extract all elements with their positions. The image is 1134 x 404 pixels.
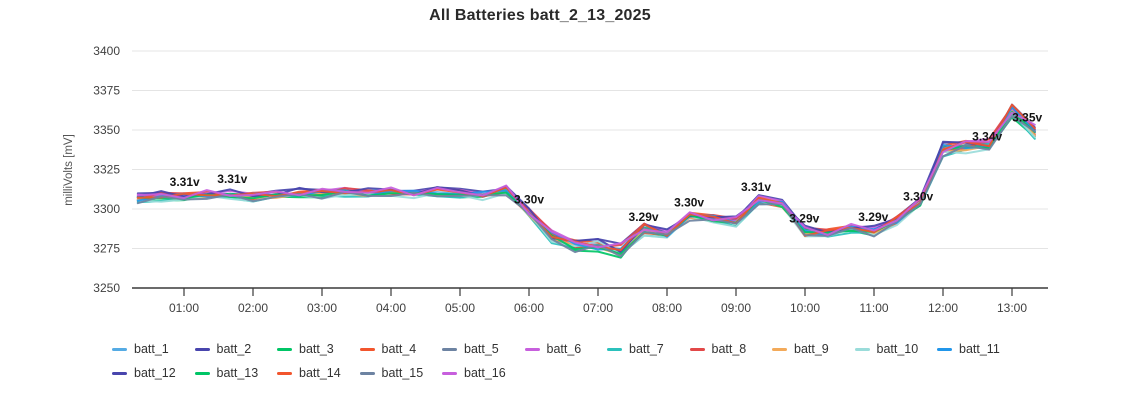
x-tick-label: 07:00 <box>583 301 613 315</box>
x-tick-label: 11:00 <box>859 301 888 315</box>
legend-label: batt_5 <box>464 342 499 356</box>
legend-swatch <box>194 371 210 375</box>
legend-label: batt_12 <box>134 366 176 380</box>
legend-swatch <box>607 347 622 351</box>
y-tick-label: 3350 <box>93 123 120 137</box>
legend-item-batt_5[interactable]: batt_5 <box>442 339 525 359</box>
legend-swatch <box>442 347 457 351</box>
legend-swatch <box>112 371 127 375</box>
legend-swatch <box>854 347 870 351</box>
value-annotation: 3.35v <box>1012 110 1042 124</box>
value-annotation: 3.31v <box>217 172 247 186</box>
y-tick-label: 3375 <box>93 84 120 98</box>
legend-swatch <box>524 347 540 351</box>
value-annotation: 3.30v <box>674 196 704 210</box>
series-line-batt_10 <box>136 111 1036 255</box>
y-tick-label: 3400 <box>93 44 120 58</box>
series-line-batt_11 <box>136 106 1036 251</box>
x-tick-label: 04:00 <box>376 301 406 315</box>
x-tick-label: 06:00 <box>514 301 544 315</box>
value-annotation: 3.34v <box>972 129 1002 143</box>
legend: batt_1 batt_2 batt_3 batt_4 batt_5 batt_6 batt… <box>112 339 1020 383</box>
legend-label: batt_11 <box>959 342 1000 356</box>
x-tick-label: 12:00 <box>928 301 958 315</box>
x-tick-label: 03:00 <box>307 301 337 315</box>
legend-swatch <box>277 371 292 375</box>
series-line-batt_4 <box>136 108 1036 254</box>
series-line-batt_13 <box>136 110 1036 255</box>
legend-label: batt_1 <box>134 342 169 356</box>
legend-item-batt_13[interactable]: batt_13 <box>194 363 278 383</box>
legend-swatch <box>194 347 210 351</box>
series-line-batt_12 <box>136 103 1036 254</box>
x-tick-label: 10:00 <box>790 301 820 315</box>
legend-item-batt_7[interactable]: batt_7 <box>607 339 690 359</box>
legend-swatch <box>772 347 787 351</box>
legend-label: batt_8 <box>711 342 747 356</box>
value-annotation: 3.31v <box>741 180 771 194</box>
legend-swatch <box>359 371 375 375</box>
x-tick-label: 09:00 <box>721 301 751 315</box>
legend-label: batt_16 <box>464 366 506 380</box>
legend-label: batt_15 <box>381 366 424 380</box>
legend-item-batt_3[interactable]: batt_3 <box>277 339 360 359</box>
x-tick-label: 08:00 <box>652 301 682 315</box>
legend-item-batt_2[interactable]: batt_2 <box>194 339 278 359</box>
series-line-batt_15 <box>136 115 1036 258</box>
series-line-batt_5 <box>136 112 1036 250</box>
legend-label: batt_6 <box>546 342 582 356</box>
chart-title: All Batteries batt_2_13_2025 <box>429 7 651 24</box>
y-axis-title: milliVolts [mV] <box>63 134 75 206</box>
series-line-batt_1 <box>136 110 1036 252</box>
series-line-batt_14 <box>136 103 1036 251</box>
legend-swatch <box>937 347 952 351</box>
legend-item-batt_12[interactable]: batt_12 <box>112 363 195 383</box>
legend-item-batt_6[interactable]: batt_6 <box>524 339 608 359</box>
series-line-batt_3 <box>136 116 1036 259</box>
legend-swatch <box>112 347 127 351</box>
series-line-batt_2 <box>136 109 1036 245</box>
value-annotation: 3.31v <box>170 175 200 189</box>
value-annotation: 3.30v <box>903 189 933 203</box>
series-line-batt_9 <box>136 110 1036 256</box>
legend-label: batt_9 <box>794 342 829 356</box>
legend-item-batt_1[interactable]: batt_1 <box>112 339 195 359</box>
x-tick-label: 05:00 <box>445 301 475 315</box>
legend-swatch <box>442 371 457 375</box>
y-tick-label: 3300 <box>93 202 120 216</box>
value-annotation: 3.29v <box>629 210 659 224</box>
series-line-batt_7 <box>136 112 1036 255</box>
legend-item-batt_11[interactable]: batt_11 <box>937 339 1020 359</box>
y-tick-label: 3325 <box>93 163 120 177</box>
legend-label: batt_14 <box>299 366 341 380</box>
y-tick-label: 3250 <box>93 281 120 295</box>
value-annotation: 3.29v <box>858 210 888 224</box>
legend-item-batt_15[interactable]: batt_15 <box>359 363 443 383</box>
x-tick-label: 02:00 <box>238 301 268 315</box>
legend-label: batt_3 <box>299 342 334 356</box>
legend-item-batt_9[interactable]: batt_9 <box>772 339 855 359</box>
legend-item-batt_10[interactable]: batt_10 <box>854 339 938 359</box>
value-annotation: 3.30v <box>514 193 544 207</box>
legend-label: batt_7 <box>629 342 664 356</box>
legend-label: batt_4 <box>381 342 417 356</box>
y-tick-label: 3275 <box>93 242 120 256</box>
legend-swatch <box>277 347 292 351</box>
legend-item-batt_16[interactable]: batt_16 <box>442 363 525 383</box>
x-tick-label: 01:00 <box>169 301 199 315</box>
x-tick-label: 13:00 <box>997 301 1027 315</box>
legend-swatch <box>689 347 705 351</box>
legend-item-batt_8[interactable]: batt_8 <box>689 339 773 359</box>
legend-label: batt_10 <box>876 342 919 356</box>
plot-area: 3250 3275 3300 3325 3350 3375 3400 01:00 02:00 03… <box>63 44 1048 315</box>
legend-item-batt_4[interactable]: batt_4 <box>359 339 443 359</box>
value-annotation: 3.29v <box>789 211 819 225</box>
legend-swatch <box>359 347 375 351</box>
legend-item-batt_14[interactable]: batt_14 <box>277 363 360 383</box>
series-line-batt_8 <box>136 105 1036 250</box>
legend-label: batt_2 <box>216 342 252 356</box>
series-line-batt_16 <box>136 111 1036 249</box>
legend-label: batt_13 <box>216 366 259 380</box>
